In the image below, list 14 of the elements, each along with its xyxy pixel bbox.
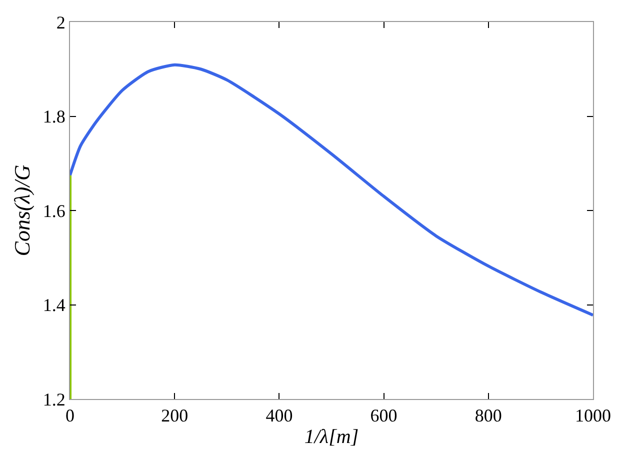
x-tick-label: 200 (161, 406, 188, 426)
x-tick-label: 1000 (575, 406, 611, 426)
y-tick-label: 2 (56, 12, 66, 32)
x-tick-label: 400 (266, 406, 293, 426)
y-tick-label: 1.8 (42, 106, 66, 127)
y-tick-label: 1.6 (42, 200, 66, 221)
y-axis-title: Cons(λ)/G (10, 164, 35, 256)
x-axis-title: 1/λ[m] (304, 426, 359, 448)
x-tick-label: 800 (474, 406, 502, 426)
line-series (70, 63, 593, 317)
x-tick-label: 0 (66, 406, 74, 426)
y-tick-label: 1.2 (42, 389, 66, 410)
x-tick-label: 600 (370, 406, 398, 426)
y-tick-label: 1.4 (42, 295, 66, 316)
